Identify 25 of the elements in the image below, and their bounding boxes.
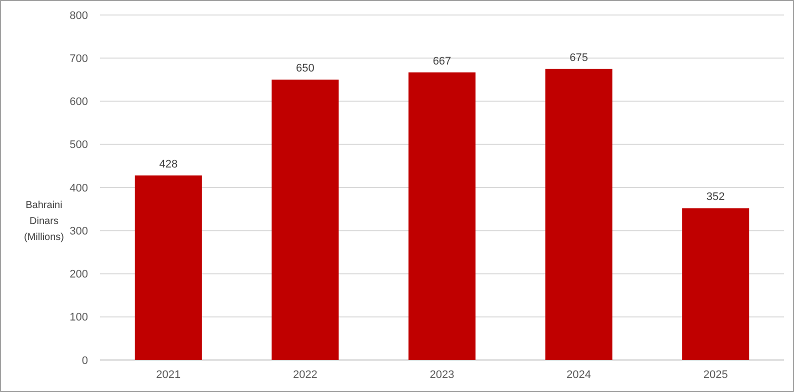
- y-tick-label: 500: [70, 139, 88, 152]
- x-tick-label: 2021: [156, 369, 181, 381]
- x-tick-label: 2023: [430, 369, 454, 381]
- y-tick-label: 300: [70, 225, 88, 238]
- data-label: 650: [296, 62, 314, 75]
- y-tick-label: 700: [70, 52, 88, 65]
- bar: [545, 68, 612, 360]
- x-tick-label: 2022: [292, 369, 318, 381]
- x-tick-label: 2024: [566, 369, 592, 381]
- bar: [682, 208, 750, 360]
- data-label: 667: [432, 55, 452, 68]
- bar: [134, 175, 202, 360]
- y-tick-label: 100: [70, 312, 88, 324]
- data-label: 352: [706, 191, 725, 204]
- y-axis-title: Bahraini Dinars (Millions): [24, 200, 64, 243]
- y-tick-label: 400: [70, 182, 88, 194]
- data-label: 428: [159, 158, 178, 170]
- bar: [272, 80, 339, 360]
- y-tick-label: 600: [70, 96, 88, 108]
- x-tick-label: 2025: [703, 369, 728, 381]
- y-tick-label: 800: [70, 10, 88, 22]
- y-tick-label: 0: [82, 354, 88, 367]
- data-label: 675: [570, 52, 588, 64]
- bar: [408, 72, 476, 360]
- y-tick-label: 200: [70, 268, 88, 281]
